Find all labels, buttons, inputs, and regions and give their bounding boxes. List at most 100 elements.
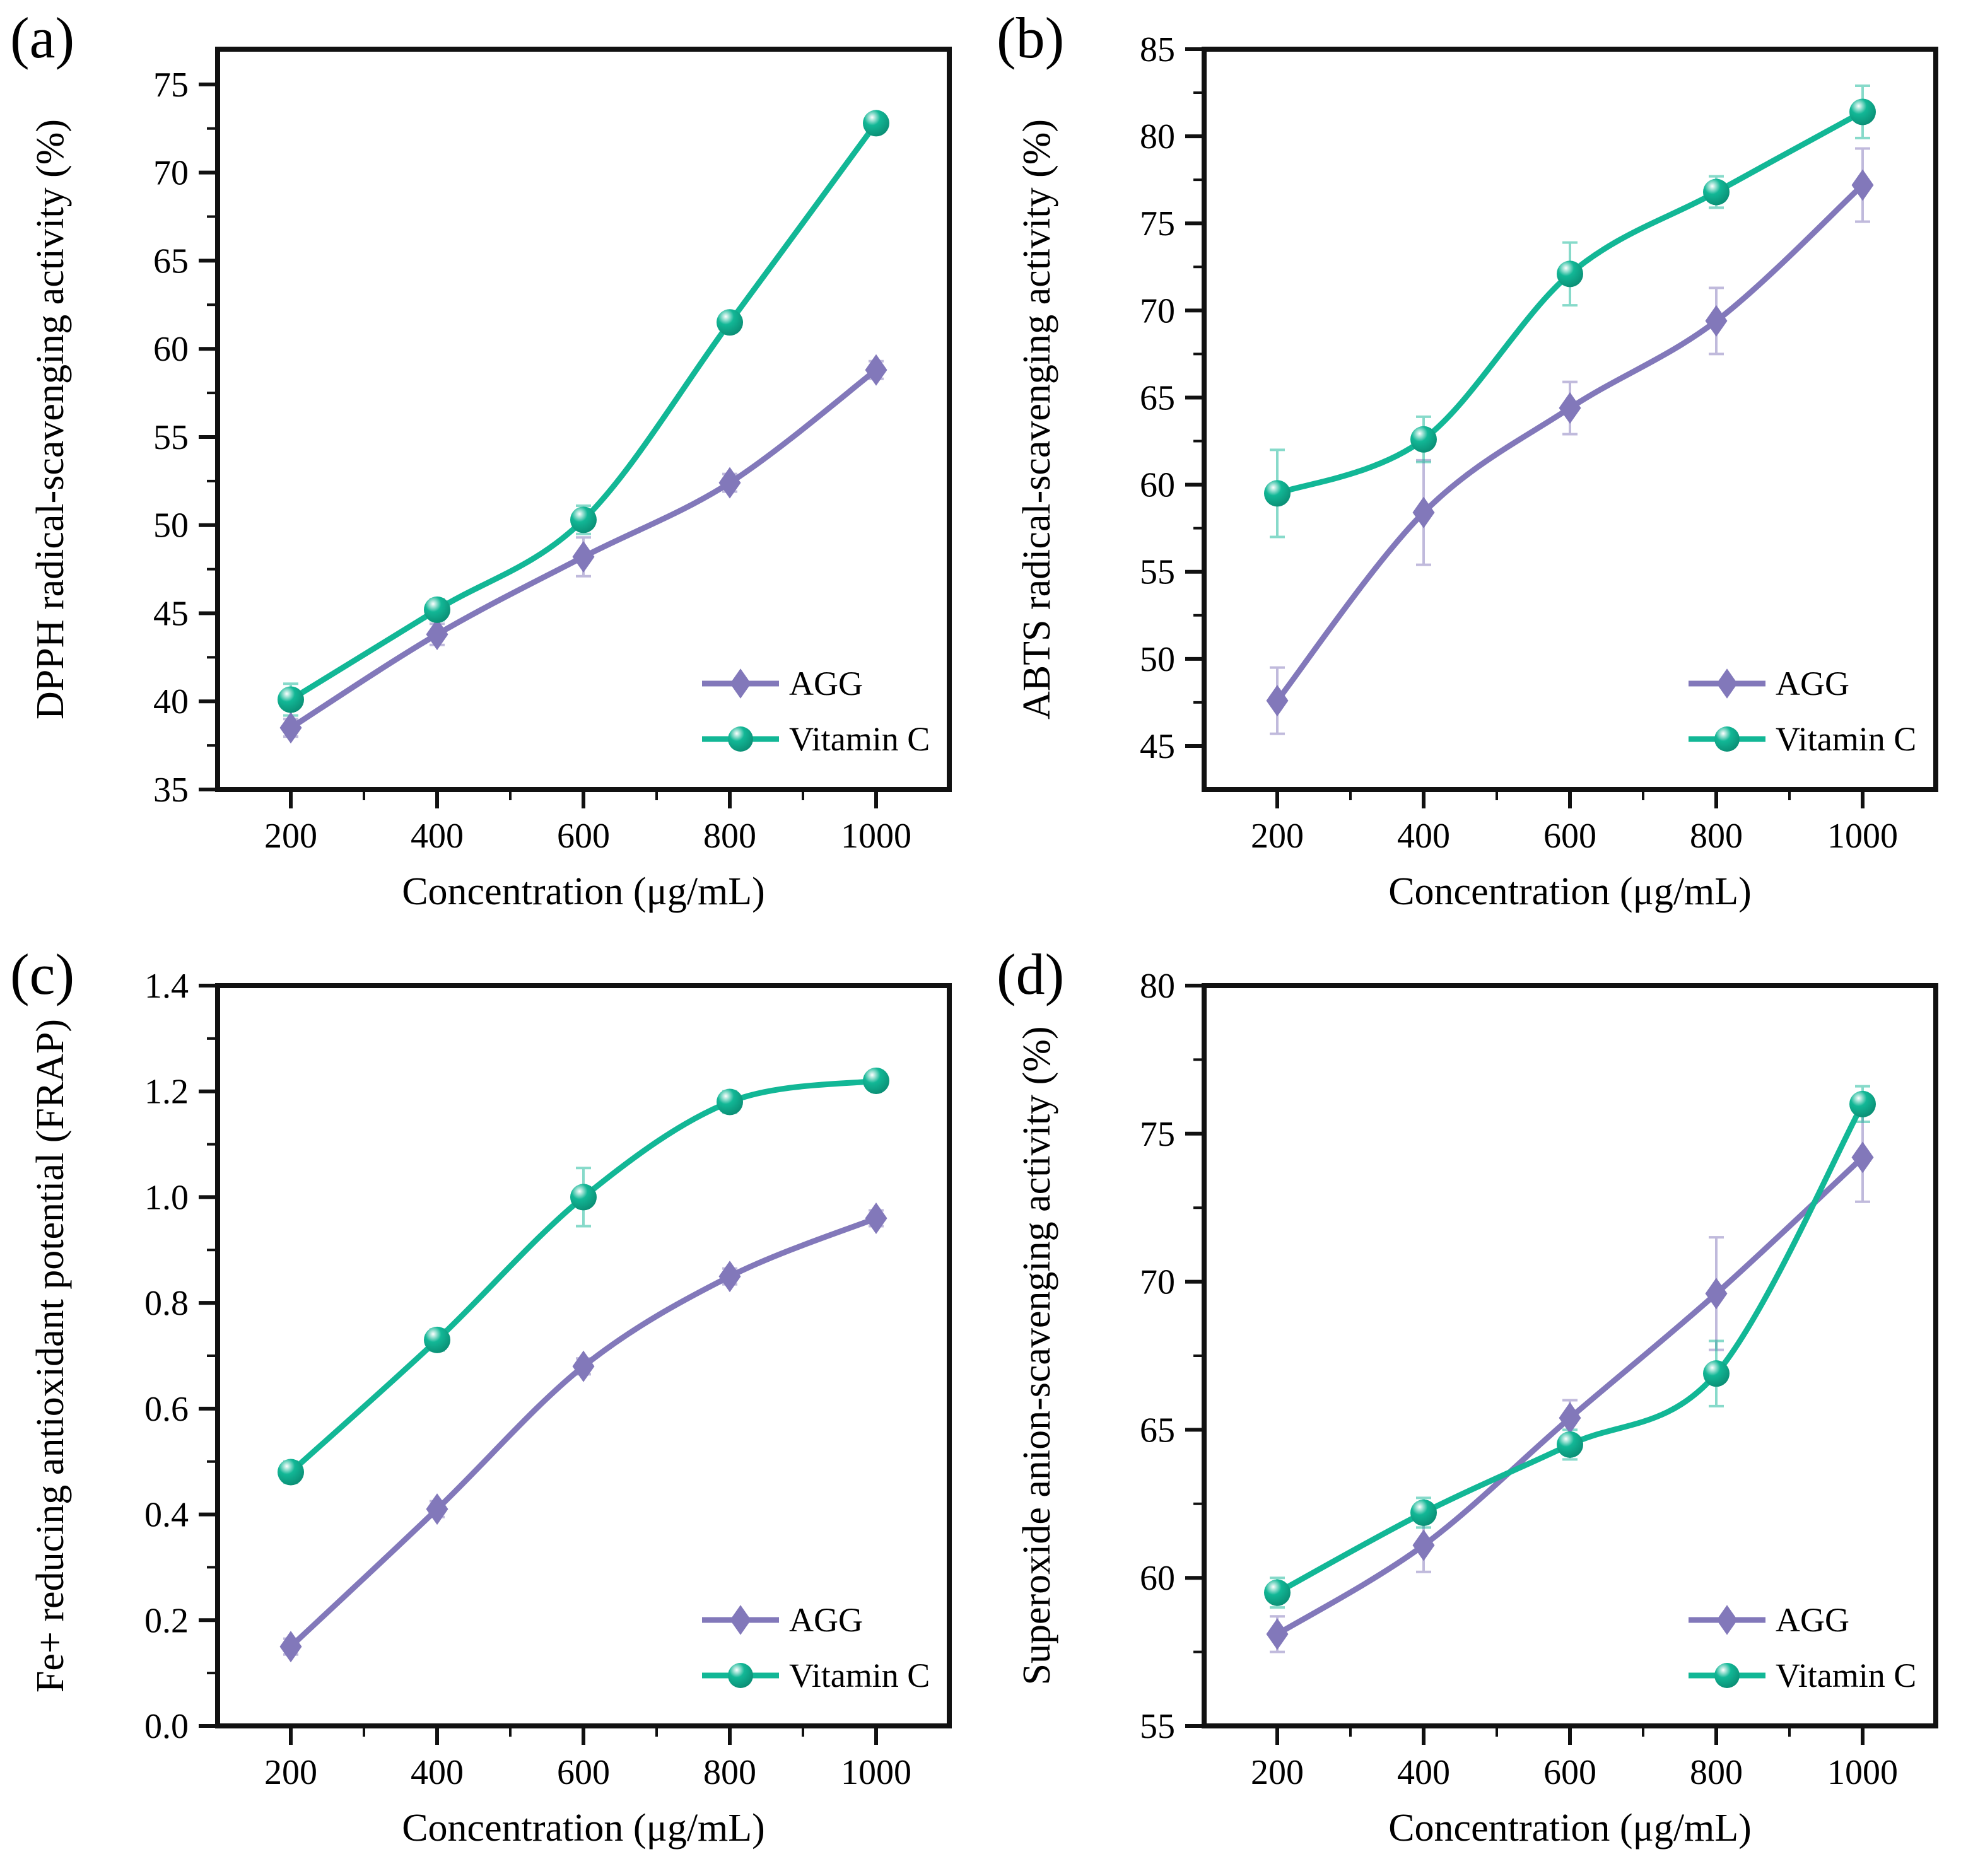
y-tick-label: 55 [1140,1707,1175,1746]
marker-diamond [730,668,751,699]
legend-label: AGG [1776,1601,1849,1639]
legend-label: Vitamin C [789,1657,930,1694]
chart-abts: 200 400 600 800 1000 45 50 55 60 65 70 75 80 85 Concen… [1016,30,1938,913]
x-tick-label: 1000 [841,817,911,856]
chart-frap: 200 400 600 800 1000 0.0 0.2 0.4 0.6 0.8 1.0 1.2 1.4… [29,967,952,1850]
x-tick-label: 200 [1251,1753,1304,1792]
marker-sphere [424,1326,450,1353]
panel-c: (c) 200 400 600 800 1000 0.0 0.2 0.4 0.6 0.8 1.0 1.… [0,936,986,1873]
legend-label: AGG [1776,665,1849,702]
y-axis-title: Fe+ reducing antioxidant potential (FRAP… [29,1019,72,1692]
marker-diamond [1851,169,1874,201]
marker-diamond [1412,496,1435,528]
marker-diamond [718,467,741,499]
series-line-AGG [288,1215,879,1650]
y-tick-label: 80 [1140,967,1175,1006]
marker-sphere [1714,1663,1740,1688]
marker-diamond [1851,1141,1874,1174]
y-tick-label: 75 [1140,204,1175,243]
y-tick-label: 70 [1140,291,1175,330]
panel-letter-c: (c) [10,942,75,1006]
x-tick-label: 600 [557,1753,610,1792]
series-line-Vitamin C [288,120,879,702]
marker-sphere [1714,726,1740,752]
marker-diamond [279,712,302,744]
marker-sphere [863,110,889,137]
marker-sphere [728,1663,753,1688]
panel-letter-a: (a) [10,6,75,70]
marker-sphere [424,596,450,623]
x-tick-label: 200 [264,817,317,856]
x-tick-label: 1000 [841,1753,911,1792]
y-tick-label: 65 [1140,1411,1175,1450]
y-tick-label: 50 [1140,640,1175,679]
marker-diamond [1559,392,1581,424]
x-axis-title: Concentration (μg/mL) [402,1807,765,1850]
marker-sphere [1410,426,1437,453]
y-tick-label: 0.4 [144,1496,189,1535]
x-tick-label: 400 [1397,1753,1450,1792]
marker-diamond [1716,668,1738,699]
marker-diamond [1716,1605,1738,1635]
marker-sphere [728,726,753,752]
x-axis-title: Concentration (μg/mL) [1388,870,1752,913]
x-tick-label: 200 [264,1753,317,1792]
y-tick-label: 60 [1140,1559,1175,1598]
marker-diamond [1266,685,1289,717]
legend-label: Vitamin C [1776,1657,1916,1694]
legend-label: Vitamin C [789,720,930,758]
y-tick-label: 40 [153,682,189,721]
x-tick-label: 400 [411,817,464,856]
legend-label: Vitamin C [1776,720,1916,758]
panel-letter-b: (b) [997,6,1065,70]
marker-sphere [278,1459,304,1486]
x-tick-label: 200 [1251,817,1304,856]
y-tick-label: 35 [153,771,189,810]
x-tick-label: 400 [411,1753,464,1792]
panel-d: (d) 200 400 600 800 1000 55 60 65 70 75 80 Concentr… [986,936,1973,1873]
marker-diamond [1705,1278,1728,1310]
marker-sphere [1849,1090,1876,1117]
y-tick-label: 60 [1140,466,1175,505]
marker-diamond [1559,1402,1581,1434]
marker-diamond [865,1202,887,1234]
series-line-AGG [1274,1154,1866,1637]
legend-label: AGG [789,665,863,702]
y-tick-label: 70 [153,154,189,193]
y-tick-label: 60 [153,330,189,369]
y-tick-label: 45 [153,594,189,633]
x-tick-label: 800 [1690,1753,1743,1792]
x-axis-title: Concentration (μg/mL) [402,870,765,913]
marker-sphere [1557,1431,1583,1458]
marker-diamond [865,354,887,386]
y-tick-label: 75 [153,66,189,105]
x-tick-label: 800 [703,817,756,856]
marker-sphere [717,309,743,336]
legend-label: AGG [789,1601,863,1639]
y-tick-label: 55 [153,418,189,457]
marker-diamond [1705,305,1728,337]
marker-sphere [1557,260,1583,288]
marker-diamond [730,1605,751,1635]
marker-sphere [1703,1360,1730,1387]
chart-superoxide: 200 400 600 800 1000 55 60 65 70 75 80 Concentratio… [1016,967,1938,1850]
y-tick-label: 0.0 [144,1707,189,1746]
marker-sphere [278,686,304,713]
marker-sphere [717,1088,743,1116]
y-tick-label: 45 [1140,727,1175,766]
chart-dpph: 200 400 600 800 1000 35 40 45 50 55 60 65 70 75 Concen… [29,47,952,913]
marker-sphere [1264,480,1291,507]
y-tick-label: 75 [1140,1115,1175,1154]
y-tick-label: 1.0 [144,1178,189,1217]
y-tick-label: 55 [1140,553,1175,592]
marker-diamond [572,1350,595,1382]
y-axis-title: DPPH radical-scavenging activity (%) [29,119,72,720]
panel-a: (a) 200 400 600 800 1000 35 40 45 50 55 60 65 70 75 Co… [0,0,986,936]
y-tick-label: 50 [153,506,189,545]
marker-diamond [279,1631,302,1663]
y-axis-title: Superoxide anion-scavenging activity (%) [1016,1026,1058,1685]
y-tick-label: 1.2 [144,1073,189,1112]
marker-diamond [718,1261,741,1293]
x-axis-title: Concentration (μg/mL) [1388,1807,1752,1850]
